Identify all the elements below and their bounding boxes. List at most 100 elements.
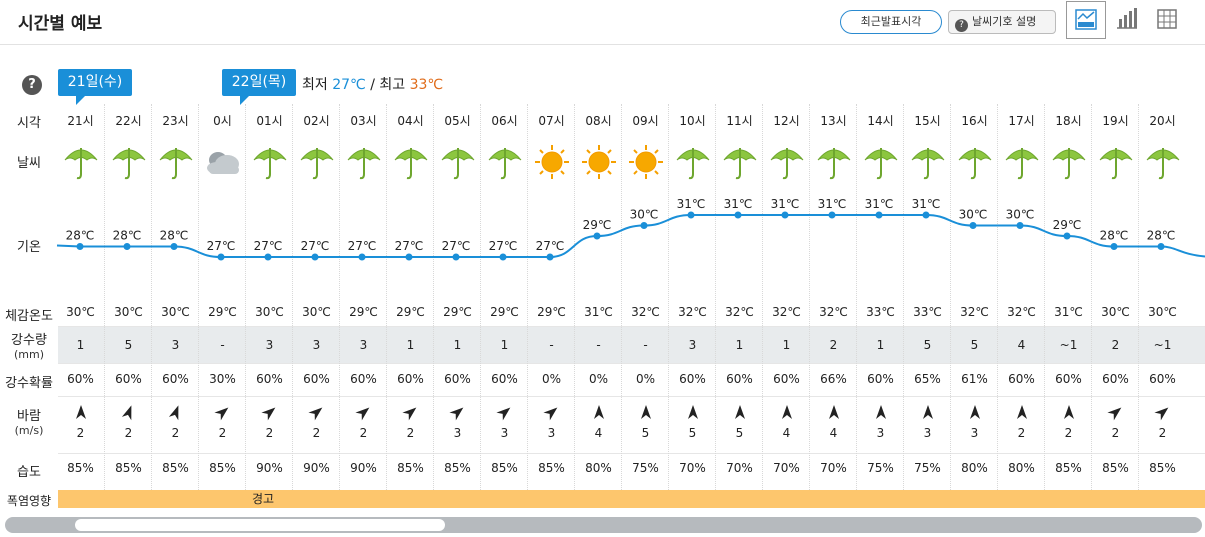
hour-rain-amount: - [549,338,554,352]
temperature-point [593,232,601,240]
hour-feels-like: 30℃ [302,305,331,319]
hour-humidity: 85% [67,461,94,475]
umbrella-rain-icon [156,142,196,182]
hour-rain-amount: - [220,338,225,352]
hour-rain-prob: 60% [679,372,706,386]
minmax-separator: / [370,77,375,93]
bar-view-button[interactable] [1108,1,1146,37]
temperature-label: 31℃ [724,197,753,211]
hour-humidity: 85% [491,461,518,475]
hour-humidity: 85% [1055,461,1082,475]
hour-rain-prob: 60% [1149,372,1176,386]
graph-view-button[interactable] [1066,1,1106,39]
temperature-label: 27℃ [207,239,236,253]
temperature-point [264,253,272,261]
scrollbar-thumb[interactable] [75,519,445,531]
hour-column: 13시 32℃ 2 66% 4 70% [809,104,857,508]
hour-wind-speed: 5 [735,426,744,440]
hour-wind-speed: 3 [923,426,932,440]
hour-wind-speed: 3 [876,426,885,440]
hour-humidity: 80% [1008,461,1035,475]
umbrella-rain-icon [1002,142,1042,182]
hour-humidity: 85% [1149,461,1176,475]
temperature-point [1157,243,1165,250]
temperature-label: 30℃ [959,208,988,222]
hour-time: 19시 [1102,114,1129,128]
hour-rain-prob: 66% [820,372,847,386]
temperature-label: 31℃ [912,197,941,211]
temperature-point [311,253,319,261]
wind-direction-icon [543,404,560,421]
hour-column: 10시 32℃ 3 60% 5 70% [668,104,716,508]
table-view-button[interactable] [1148,1,1186,37]
hour-feels-like: 32℃ [678,305,707,319]
hour-column: 21시 30℃ 1 60% 2 85% [57,104,104,508]
hour-time: 22시 [115,114,142,128]
temperature-point [170,243,178,250]
hour-rain-amount: 4 [1017,338,1026,352]
hour-humidity: 80% [961,461,988,475]
hour-rain-prob: 60% [773,372,800,386]
umbrella-rain-icon [767,142,807,182]
hour-column: 18시 31℃ ~1 60% 2 85% [1044,104,1092,508]
min-label: 최저 [302,77,328,93]
temperature-point [828,211,836,219]
hour-feels-like: 30℃ [66,305,95,319]
row-label-feels: 체감온도 [5,309,53,324]
day-badge-21: 21일(수) [58,69,132,105]
hour-rain-amount: 1 [876,338,885,352]
hour-column: 22시 30℃ 5 60% 2 85% [104,104,152,508]
min-max-temperature: 최저 27℃ / 최고 33℃ [302,74,443,94]
wind-direction-icon [779,404,795,420]
hour-rain-amount: 2 [1111,338,1120,352]
heat-impact-bar [58,490,1205,508]
hour-rain-prob: 60% [256,372,283,386]
umbrella-rain-icon [673,142,713,182]
hour-rain-prob: 60% [303,372,330,386]
temperature-label: 31℃ [865,197,894,211]
hour-rain-prob: 0% [588,372,609,386]
divider [58,326,1205,327]
hour-time: 23시 [162,114,189,128]
weather-symbol-legend-button[interactable]: ? 날씨기호 설명 [948,10,1056,34]
umbrella-rain-icon [438,142,478,182]
hour-time: 05시 [444,114,471,128]
wind-direction-icon [920,404,936,420]
hour-time: 14시 [867,114,894,128]
hour-humidity: 85% [1102,461,1129,475]
temperature-point [875,211,883,219]
hour-rain-amount: 5 [923,338,932,352]
hour-time: 04시 [397,114,424,128]
temperature-point [640,222,648,229]
temperature-label: 28℃ [160,229,189,243]
hour-humidity: 70% [820,461,847,475]
hour-feels-like: 33℃ [866,305,895,319]
umbrella-rain-icon [1049,142,1089,182]
hour-rain-prob: 60% [867,372,894,386]
hour-wind-speed: 2 [171,426,180,440]
hour-rain-amount: 3 [688,338,697,352]
help-icon[interactable]: ? [22,75,42,95]
hour-rain-amount: 1 [782,338,791,352]
hour-column: 17시 32℃ 4 60% 2 80% [997,104,1045,508]
hour-rain-amount: 1 [406,338,415,352]
hour-wind-speed: 5 [688,426,697,440]
hour-humidity: 85% [397,461,424,475]
hour-feels-like: 29℃ [443,305,472,319]
divider [58,363,1205,364]
hour-humidity: 75% [914,461,941,475]
wind-direction-icon [214,404,231,421]
hour-wind-speed: 2 [76,426,85,440]
temperature-point [734,211,742,219]
hour-wind-speed: 3 [547,426,556,440]
latest-release-button[interactable]: 최근발표시각 [840,10,942,34]
hour-time: 02시 [303,114,330,128]
wind-unit: (m/s) [14,424,44,437]
hour-rain-prob: 60% [115,372,142,386]
hour-wind-speed: 2 [1064,426,1073,440]
wind-direction-icon [967,404,983,420]
temperature-point [922,211,930,219]
umbrella-rain-icon [485,142,525,182]
temperature-label: 28℃ [1100,229,1129,243]
hour-time: 20시 [1149,114,1176,128]
